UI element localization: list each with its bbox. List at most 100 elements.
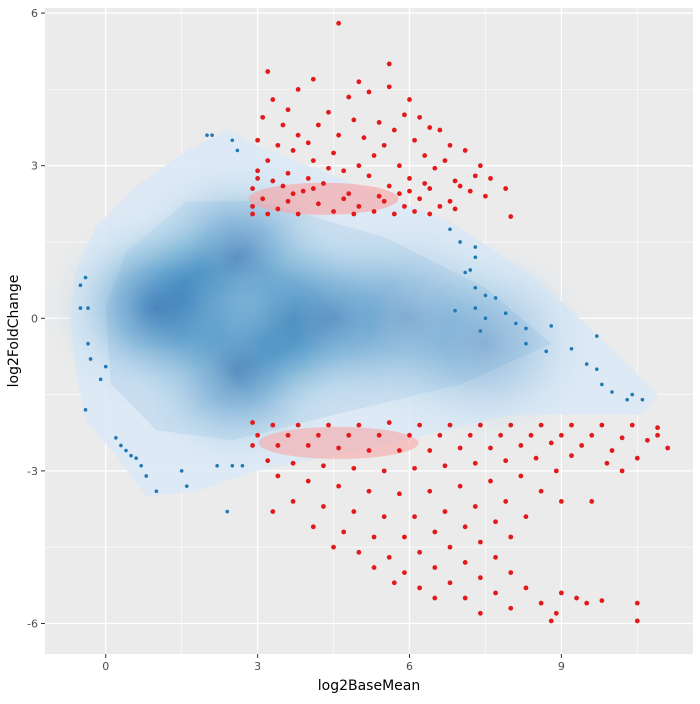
up-point xyxy=(260,196,266,202)
down-point xyxy=(255,432,261,438)
up-point xyxy=(442,158,448,163)
down-point xyxy=(381,468,387,474)
down-point xyxy=(523,585,529,591)
down-point xyxy=(538,422,544,428)
up-point xyxy=(275,206,281,212)
up-point xyxy=(346,94,352,100)
down-point xyxy=(412,514,417,520)
down-point xyxy=(250,420,255,425)
outlier-point xyxy=(463,270,467,275)
up-point xyxy=(275,142,281,148)
up-point xyxy=(457,183,463,189)
outlier-point xyxy=(448,227,452,232)
down-point xyxy=(508,605,514,611)
down-point xyxy=(321,504,326,509)
down-point xyxy=(508,422,514,428)
outlier-point xyxy=(483,316,488,321)
outlier-point xyxy=(98,377,103,382)
down-point xyxy=(305,478,311,484)
up-point xyxy=(467,188,473,194)
down-point xyxy=(442,463,448,469)
down-point xyxy=(250,443,255,448)
outlier-point xyxy=(205,133,209,137)
up-point xyxy=(310,186,316,191)
up-point xyxy=(417,114,423,120)
up-point xyxy=(356,203,362,209)
up-point xyxy=(407,97,412,102)
down-point xyxy=(396,448,402,453)
outlier-point xyxy=(473,285,478,290)
outlier-point xyxy=(595,367,599,371)
outlier-point xyxy=(230,138,235,143)
outlier-point xyxy=(78,283,83,288)
down-point xyxy=(270,422,276,428)
outlier-point xyxy=(139,463,143,468)
up-point xyxy=(407,176,412,181)
up-point xyxy=(270,178,276,184)
down-point xyxy=(579,443,585,448)
down-point xyxy=(569,453,574,459)
outlier-point xyxy=(473,306,478,310)
up-point xyxy=(310,76,316,82)
up-point xyxy=(452,206,458,212)
outlier-point xyxy=(458,240,462,244)
x-axis-ticks: 0 3 6 9 xyxy=(102,654,565,673)
down-point xyxy=(558,432,564,438)
up-point xyxy=(412,137,417,143)
down-point xyxy=(619,468,625,474)
up-point xyxy=(255,176,261,181)
outlier-point xyxy=(144,474,149,478)
up-point xyxy=(331,150,336,156)
outlier-point xyxy=(473,255,478,260)
down-point xyxy=(275,473,281,479)
up-point xyxy=(305,140,311,146)
y-tick-label: -3 xyxy=(27,465,38,478)
up-point xyxy=(290,148,296,153)
outlier-point xyxy=(103,364,108,369)
dense-up-band xyxy=(248,182,399,215)
outlier-point xyxy=(630,392,635,397)
up-point xyxy=(376,193,382,199)
up-point xyxy=(376,120,382,125)
up-point xyxy=(270,97,276,102)
up-point xyxy=(315,122,321,128)
down-point xyxy=(462,560,468,565)
down-point xyxy=(619,435,625,441)
down-point xyxy=(493,590,498,596)
down-point xyxy=(518,473,524,479)
down-point xyxy=(584,600,590,606)
up-point xyxy=(331,209,336,214)
down-point xyxy=(589,432,595,438)
up-point xyxy=(437,127,443,133)
up-point xyxy=(402,112,407,118)
down-point xyxy=(538,600,544,606)
down-point xyxy=(655,425,660,431)
up-point xyxy=(260,114,266,120)
down-point xyxy=(356,549,362,555)
outlier-point xyxy=(119,443,123,448)
up-point xyxy=(321,181,326,186)
density-cell xyxy=(41,203,272,413)
down-point xyxy=(523,514,529,520)
up-point xyxy=(295,86,301,92)
up-point xyxy=(366,89,372,95)
down-point xyxy=(574,595,579,601)
y-axis-title: log2FoldChange xyxy=(6,275,22,388)
down-point xyxy=(553,610,559,616)
up-point xyxy=(310,158,316,163)
down-point xyxy=(295,422,301,428)
down-point xyxy=(326,422,331,428)
outlier-point xyxy=(453,308,457,313)
up-point xyxy=(280,183,286,189)
outlier-point xyxy=(595,334,599,338)
down-point xyxy=(386,420,392,425)
down-point xyxy=(467,432,473,438)
down-point xyxy=(548,618,554,624)
x-tick-label: 9 xyxy=(558,660,565,673)
up-point xyxy=(295,132,301,138)
up-point xyxy=(381,142,387,148)
x-tick-label: 0 xyxy=(102,660,109,673)
up-point xyxy=(488,176,493,181)
down-point xyxy=(462,595,468,601)
down-point xyxy=(341,529,347,535)
